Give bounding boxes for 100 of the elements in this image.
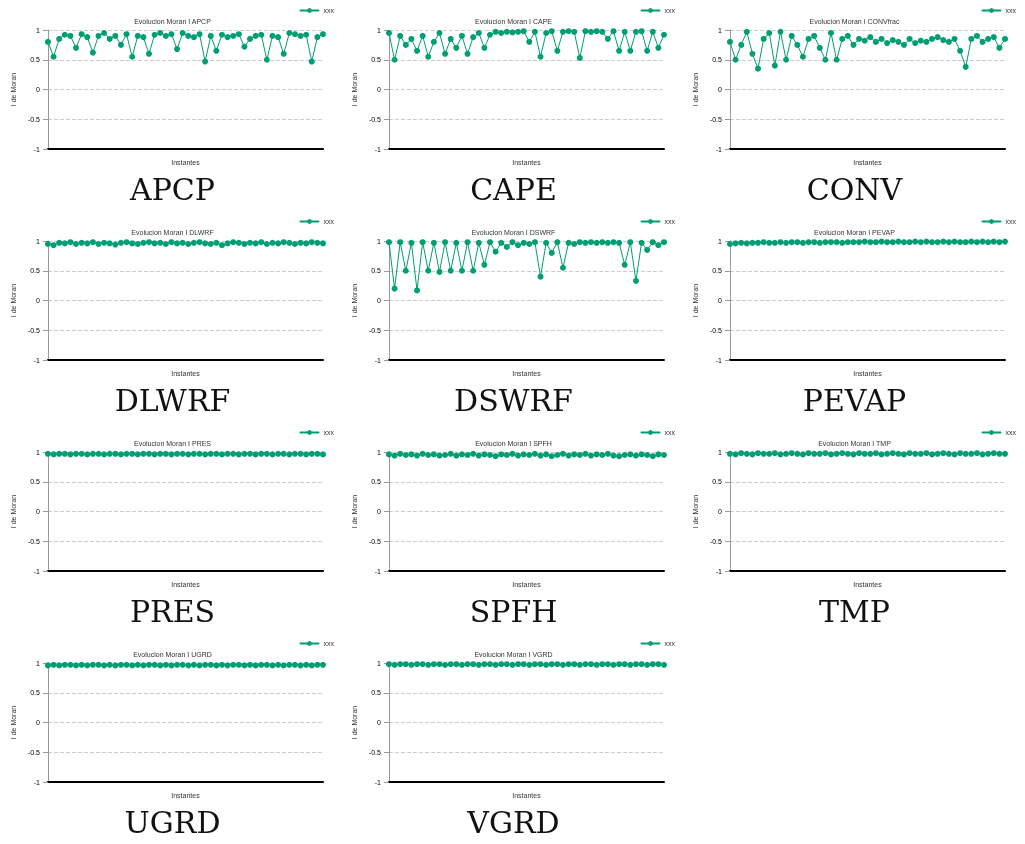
point	[140, 34, 147, 41]
point	[95, 32, 102, 39]
point	[447, 267, 454, 274]
point	[280, 50, 287, 57]
point	[856, 35, 863, 42]
point	[537, 273, 544, 280]
point	[604, 35, 611, 42]
point	[822, 56, 829, 63]
point	[402, 267, 409, 274]
point	[537, 53, 544, 60]
point	[515, 28, 522, 35]
point	[610, 239, 617, 246]
point	[492, 248, 499, 255]
point	[771, 62, 778, 69]
point	[67, 32, 74, 39]
point	[442, 50, 449, 57]
point	[61, 31, 68, 38]
point	[202, 58, 209, 65]
point	[755, 65, 762, 72]
point	[162, 32, 169, 39]
point	[616, 47, 623, 54]
point	[833, 56, 840, 63]
text: TMP	[819, 593, 890, 629]
point	[1002, 35, 1008, 42]
text: PRES	[129, 593, 216, 629]
point	[414, 47, 421, 54]
point	[917, 37, 924, 44]
point	[106, 35, 113, 42]
point	[308, 58, 315, 65]
point	[900, 41, 907, 48]
point	[861, 37, 868, 44]
text: PEVAP	[802, 382, 907, 418]
point	[929, 35, 936, 42]
point	[123, 31, 130, 38]
point	[588, 28, 595, 35]
point	[957, 47, 964, 54]
point	[839, 35, 846, 42]
point	[89, 49, 96, 56]
point	[263, 56, 270, 63]
point	[872, 38, 879, 45]
point	[117, 41, 124, 48]
point	[973, 32, 980, 39]
point	[644, 47, 651, 54]
point	[599, 28, 606, 35]
point	[788, 32, 795, 39]
point	[515, 242, 522, 249]
point	[582, 28, 589, 35]
point	[543, 239, 550, 246]
point	[430, 239, 437, 246]
point	[526, 240, 533, 247]
point	[303, 31, 310, 38]
point	[559, 264, 566, 271]
point	[867, 34, 874, 41]
point	[78, 31, 85, 38]
point	[481, 261, 488, 268]
point	[548, 249, 555, 256]
point	[464, 239, 471, 246]
point	[627, 239, 634, 246]
point	[520, 28, 527, 35]
point	[286, 29, 293, 36]
point	[291, 31, 298, 38]
point	[436, 268, 443, 275]
point	[805, 35, 812, 42]
point	[576, 239, 583, 246]
point	[224, 34, 231, 41]
point	[816, 44, 823, 51]
point	[588, 239, 595, 246]
point	[430, 38, 437, 45]
point	[559, 28, 566, 35]
point	[402, 41, 409, 48]
point	[436, 29, 443, 36]
point	[458, 267, 465, 274]
point	[783, 56, 790, 63]
point	[470, 267, 477, 274]
point	[397, 32, 404, 39]
point	[503, 28, 510, 35]
point	[576, 54, 583, 61]
point	[230, 32, 237, 39]
point	[828, 29, 834, 36]
point	[996, 44, 1003, 51]
point	[850, 41, 857, 48]
point	[571, 240, 578, 247]
point	[554, 239, 561, 246]
point	[743, 28, 750, 35]
point	[458, 32, 465, 39]
point	[275, 34, 282, 41]
point	[218, 31, 225, 38]
point	[397, 239, 404, 246]
point	[571, 28, 578, 35]
point	[968, 35, 975, 42]
point	[543, 29, 550, 36]
point	[593, 28, 600, 35]
point	[554, 47, 561, 54]
point	[884, 40, 891, 47]
point	[655, 44, 662, 51]
point	[811, 32, 818, 39]
point	[408, 239, 415, 246]
point	[940, 37, 947, 44]
text: APCP	[129, 171, 215, 207]
point	[487, 239, 493, 246]
